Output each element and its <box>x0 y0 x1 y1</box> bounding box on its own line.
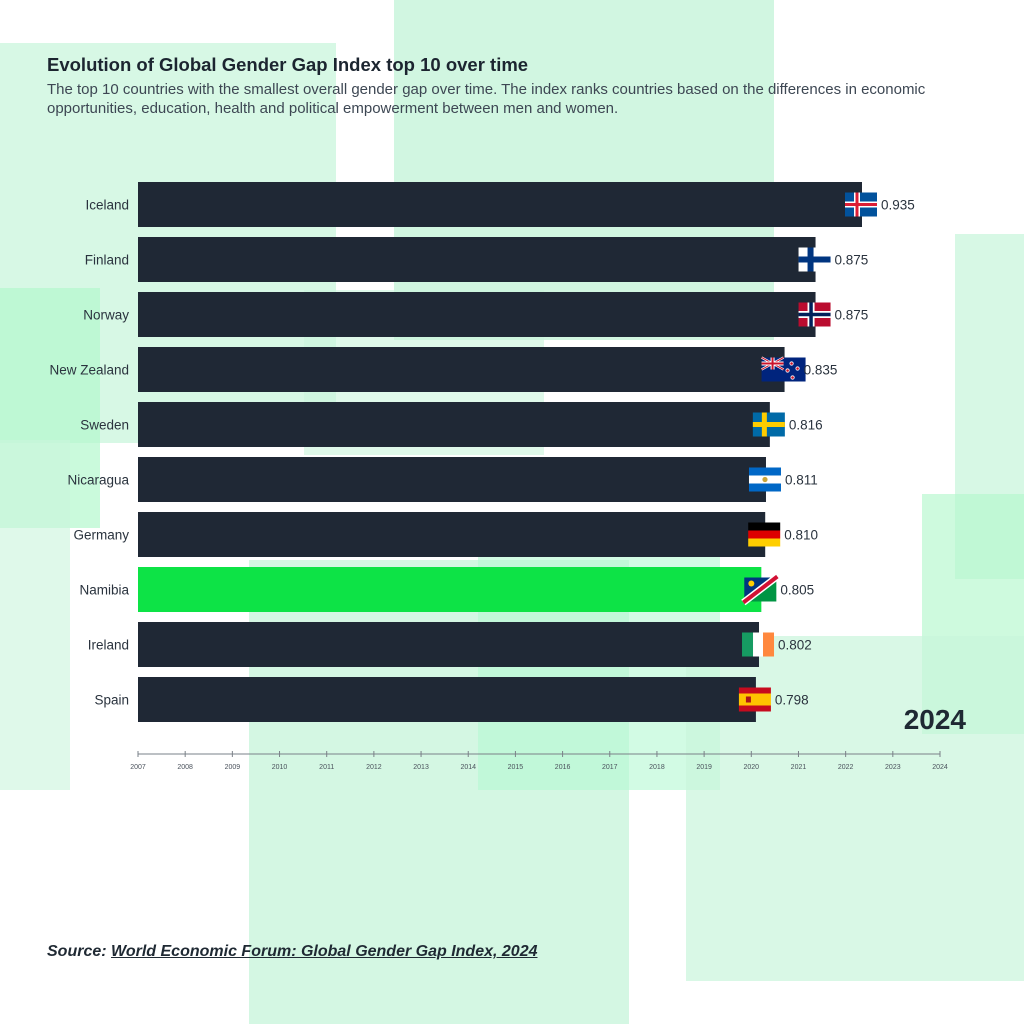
ireland-flag-icon <box>742 632 775 657</box>
timeline-tick-label: 2020 <box>744 764 760 771</box>
timeline-tick-label: 2009 <box>225 764 241 771</box>
bar-namibia <box>138 567 762 612</box>
value-label: 0.816 <box>789 418 823 433</box>
timeline-tick-label: 2014 <box>460 764 476 771</box>
timeline-tick-label: 2007 <box>130 764 146 771</box>
bar-spain <box>138 677 756 722</box>
chart-subtitle: The top 10 countries with the smallest o… <box>47 81 926 117</box>
country-label: Sweden <box>80 418 129 433</box>
timeline-tick-label: 2024 <box>932 764 948 771</box>
finland-flag-icon <box>798 247 831 272</box>
country-label: Namibia <box>79 583 129 598</box>
value-label: 0.798 <box>775 693 809 708</box>
value-label: 0.875 <box>835 253 869 268</box>
country-label: Ireland <box>88 638 129 653</box>
bar-ireland <box>138 622 760 667</box>
timeline-tick-label: 2010 <box>272 764 288 771</box>
country-label: Finland <box>85 253 129 268</box>
iceland-flag-icon <box>845 192 877 217</box>
spain-flag-icon <box>738 687 771 712</box>
bar-iceland <box>138 182 862 227</box>
value-label: 0.875 <box>835 308 869 323</box>
current-year-label: 2024 <box>903 704 966 735</box>
bar-sweden <box>138 402 770 447</box>
value-label: 0.835 <box>804 363 838 378</box>
value-label: 0.802 <box>778 638 812 653</box>
timeline-tick-label: 2022 <box>838 764 854 771</box>
timeline-tick-label: 2012 <box>366 764 382 771</box>
bar-germany <box>138 512 766 557</box>
timeline-tick-label: 2016 <box>555 764 571 771</box>
timeline-tick-label: 2013 <box>413 764 429 771</box>
source-note: Source: World Economic Forum: Global Gen… <box>47 943 537 961</box>
timeline-tick-label: 2018 <box>649 764 665 771</box>
value-label: 0.805 <box>780 583 814 598</box>
new-zealand-flag-icon <box>760 356 806 382</box>
timeline-tick-label: 2015 <box>508 764 524 771</box>
timeline-tick-label: 2008 <box>177 764 193 771</box>
timeline-tick-label: 2023 <box>885 764 901 771</box>
country-label: Norway <box>83 308 129 323</box>
sweden-flag-icon <box>752 412 785 437</box>
nicaragua-flag-icon <box>748 467 781 492</box>
timeline-tick-label: 2019 <box>696 764 712 771</box>
timeline-tick-label: 2017 <box>602 764 618 771</box>
country-label: Nicaragua <box>67 473 129 488</box>
value-label: 0.810 <box>784 528 818 543</box>
timeline-tick-label: 2021 <box>791 764 807 771</box>
source-link[interactable]: World Economic Forum: Global Gender Gap … <box>111 943 538 960</box>
source-prefix: Source: <box>47 943 107 960</box>
timeline-tick-label: 2011 <box>319 764 334 771</box>
bar-finland <box>138 237 816 282</box>
country-label: Germany <box>73 528 129 543</box>
country-label: New Zealand <box>49 363 129 378</box>
country-label: Spain <box>94 693 129 708</box>
namibia-flag-icon <box>741 573 780 606</box>
bar-nicaragua <box>138 457 766 502</box>
bar-norway <box>138 292 816 337</box>
value-label: 0.811 <box>785 473 818 488</box>
chart-title: Evolution of Global Gender Gap Index top… <box>47 54 529 75</box>
bar-new-zealand <box>138 347 785 392</box>
country-label: Iceland <box>85 198 129 213</box>
value-label: 0.935 <box>881 198 915 213</box>
norway-flag-icon <box>798 302 831 327</box>
germany-flag-icon <box>748 522 781 547</box>
